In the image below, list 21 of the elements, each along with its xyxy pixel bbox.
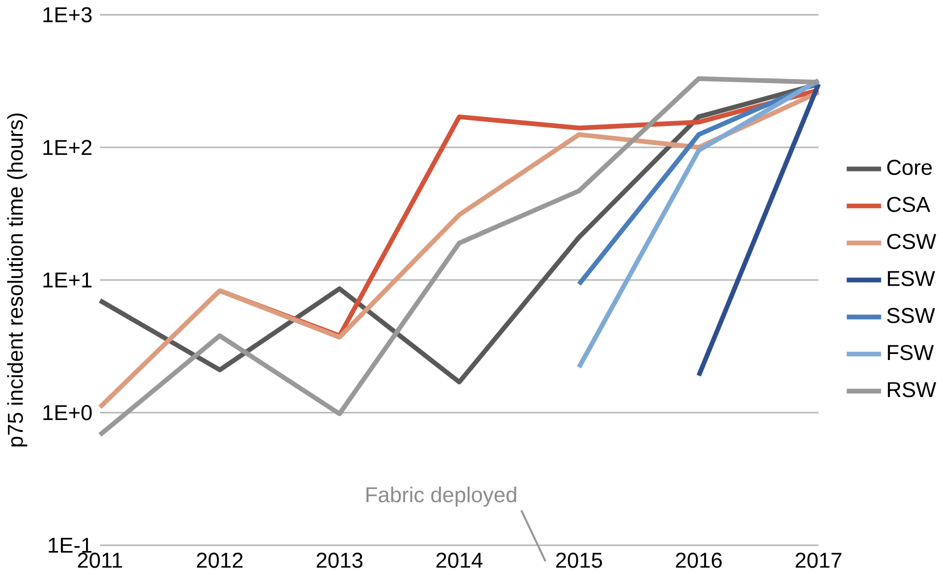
annotation: Fabric deployed — [366, 486, 516, 507]
x-tick-label: 2014 — [436, 552, 483, 568]
legend-label: FSW — [888, 344, 934, 360]
x-tick-label: 2012 — [196, 552, 243, 568]
legend-label: ESW — [888, 270, 936, 286]
y-axis-title: p75 incident resolution time (hours) — [7, 114, 28, 446]
legend-label: SSW — [887, 308, 936, 324]
x-tick-label: 2016 — [676, 552, 722, 568]
y-tick-label: 1E+0 — [43, 405, 92, 420]
legend-label: RSW — [888, 382, 936, 398]
x-tick-label: 2015 — [556, 552, 602, 568]
x-tick-label: 2011 — [78, 552, 122, 568]
y-tick-label: 1E+2 — [43, 140, 92, 155]
y-tick-label: 1E+1 — [43, 272, 92, 288]
legend-label: CSW — [887, 234, 936, 250]
x-tick-label: 2017 — [796, 552, 842, 568]
y-tick-label: 1E-1 — [48, 538, 92, 553]
legend-label: CSA — [887, 196, 930, 212]
legend-label: Core — [887, 160, 932, 175]
y-tick-label: 1E+3 — [43, 7, 92, 22]
x-tick-label: 2013 — [316, 552, 362, 568]
